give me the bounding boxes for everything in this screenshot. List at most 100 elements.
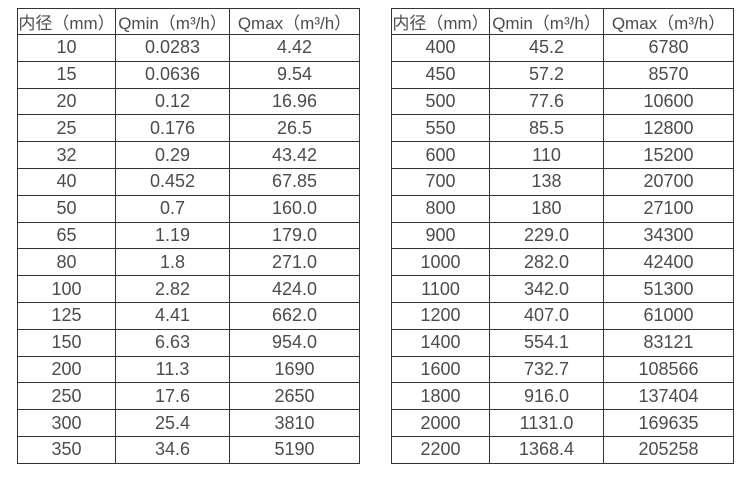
table-row: 2000 1131.0 169635 (391, 409, 734, 437)
table-cell: 662.0 (229, 301, 360, 330)
header-inner-diameter: 内径（mm） (17, 8, 116, 35)
table-cell: 110 (489, 141, 604, 169)
table-row: 250 17.6 2650 (17, 382, 360, 411)
table-cell: 550 (391, 114, 490, 143)
table-cell: 20 (17, 87, 116, 116)
table-cell: 0.7 (115, 194, 230, 223)
table-cell: 0.29 (115, 141, 230, 169)
table-cell: 554.1 (489, 328, 604, 357)
table-cell: 0.12 (115, 87, 230, 116)
table-row: 25 0.176 26.5 (17, 114, 360, 143)
table-row: 700 138 20700 (391, 167, 734, 196)
table-cell: 1400 (391, 328, 490, 357)
table-cell: 10600 (603, 87, 734, 116)
table-header-row: 内径（mm） Qmin（m³/h） Qmax（m³/h） (17, 8, 360, 35)
table-cell: 1000 (391, 248, 490, 277)
table-cell: 200 (17, 355, 116, 384)
table-cell: 34300 (603, 221, 734, 250)
table-cell: 350 (17, 435, 116, 464)
table-cell: 12800 (603, 114, 734, 143)
table-cell: 179.0 (229, 221, 360, 250)
table-cell: 2.82 (115, 275, 230, 303)
table-cell: 83121 (603, 328, 734, 357)
table-cell: 342.0 (489, 275, 604, 303)
table-cell: 42400 (603, 248, 734, 277)
table-row: 600 110 15200 (391, 141, 734, 169)
table-row: 10 0.0283 4.42 (17, 34, 360, 62)
table-body-large-diameters: 400 45.2 6780 450 57.2 8570 500 77.6 10600 550 85.… (391, 34, 734, 464)
table-cell: 11.3 (115, 355, 230, 384)
table-cell: 300 (17, 409, 116, 437)
table-cell: 407.0 (489, 301, 604, 330)
table-cell: 500 (391, 87, 490, 116)
table-cell: 137404 (603, 382, 734, 411)
table-cell: 65 (17, 221, 116, 250)
table-cell: 10 (17, 34, 116, 62)
table-cell: 17.6 (115, 382, 230, 411)
table-row: 15 0.0636 9.54 (17, 60, 360, 89)
table-cell: 1800 (391, 382, 490, 411)
table-cell: 51300 (603, 275, 734, 303)
table-row: 1600 732.7 108566 (391, 355, 734, 384)
table-cell: 138 (489, 167, 604, 196)
table-cell: 57.2 (489, 60, 604, 89)
table-row: 65 1.19 179.0 (17, 221, 360, 250)
table-cell: 43.42 (229, 141, 360, 169)
table-row: 100 2.82 424.0 (17, 275, 360, 303)
table-cell: 0.0283 (115, 34, 230, 62)
table-cell: 26.5 (229, 114, 360, 143)
table-row: 200 11.3 1690 (17, 355, 360, 384)
header-qmin: Qmin（m³/h） (115, 8, 230, 35)
table-cell: 229.0 (489, 221, 604, 250)
header-inner-diameter: 内径（mm） (391, 8, 490, 35)
table-cell: 34.6 (115, 435, 230, 464)
table-cell: 424.0 (229, 275, 360, 303)
table-cell: 77.6 (489, 87, 604, 116)
table-cell: 100 (17, 275, 116, 303)
table-cell: 450 (391, 60, 490, 89)
table-cell: 80 (17, 248, 116, 277)
table-cell: 1.19 (115, 221, 230, 250)
table-cell: 0.452 (115, 167, 230, 196)
table-cell: 16.96 (229, 87, 360, 116)
table-row: 50 0.7 160.0 (17, 194, 360, 223)
table-cell: 1200 (391, 301, 490, 330)
table-cell: 160.0 (229, 194, 360, 223)
table-row: 1100 342.0 51300 (391, 275, 734, 303)
table-cell: 0.0636 (115, 60, 230, 89)
table-cell: 108566 (603, 355, 734, 384)
table-cell: 15200 (603, 141, 734, 169)
table-row: 300 25.4 3810 (17, 409, 360, 437)
table-cell: 900 (391, 221, 490, 250)
table-cell: 5190 (229, 435, 360, 464)
flow-table-large-diameters: 内径（mm） Qmin（m³/h） Qmax（m³/h） 400 45.2 6780… (391, 8, 734, 464)
table-cell: 40 (17, 167, 116, 196)
table-cell: 250 (17, 382, 116, 411)
table-body-small-diameters: 10 0.0283 4.42 15 0.0636 9.54 20 0.12 16.96 25 0.1… (17, 34, 360, 464)
table-row: 150 6.63 954.0 (17, 328, 360, 357)
header-qmin: Qmin（m³/h） (489, 8, 604, 35)
table-cell: 27100 (603, 194, 734, 223)
table-cell: 282.0 (489, 248, 604, 277)
table-row: 1800 916.0 137404 (391, 382, 734, 411)
flow-table-small-diameters: 内径（mm） Qmin（m³/h） Qmax（m³/h） 10 0.0283 4.4… (17, 8, 360, 464)
table-cell: 3810 (229, 409, 360, 437)
table-row: 1000 282.0 42400 (391, 248, 734, 277)
table-row: 350 34.6 5190 (17, 435, 360, 464)
table-cell: 1368.4 (489, 435, 604, 464)
table-cell: 85.5 (489, 114, 604, 143)
table-row: 40 0.452 67.85 (17, 167, 360, 196)
table-row: 1200 407.0 61000 (391, 301, 734, 330)
table-row: 125 4.41 662.0 (17, 301, 360, 330)
table-cell: 0.176 (115, 114, 230, 143)
table-row: 400 45.2 6780 (391, 34, 734, 62)
table-row: 80 1.8 271.0 (17, 248, 360, 277)
table-cell: 4.42 (229, 34, 360, 62)
table-row: 900 229.0 34300 (391, 221, 734, 250)
table-row: 800 180 27100 (391, 194, 734, 223)
table-row: 1400 554.1 83121 (391, 328, 734, 357)
table-cell: 732.7 (489, 355, 604, 384)
table-cell: 32 (17, 141, 116, 169)
table-row: 2200 1368.4 205258 (391, 435, 734, 464)
table-row: 32 0.29 43.42 (17, 141, 360, 169)
